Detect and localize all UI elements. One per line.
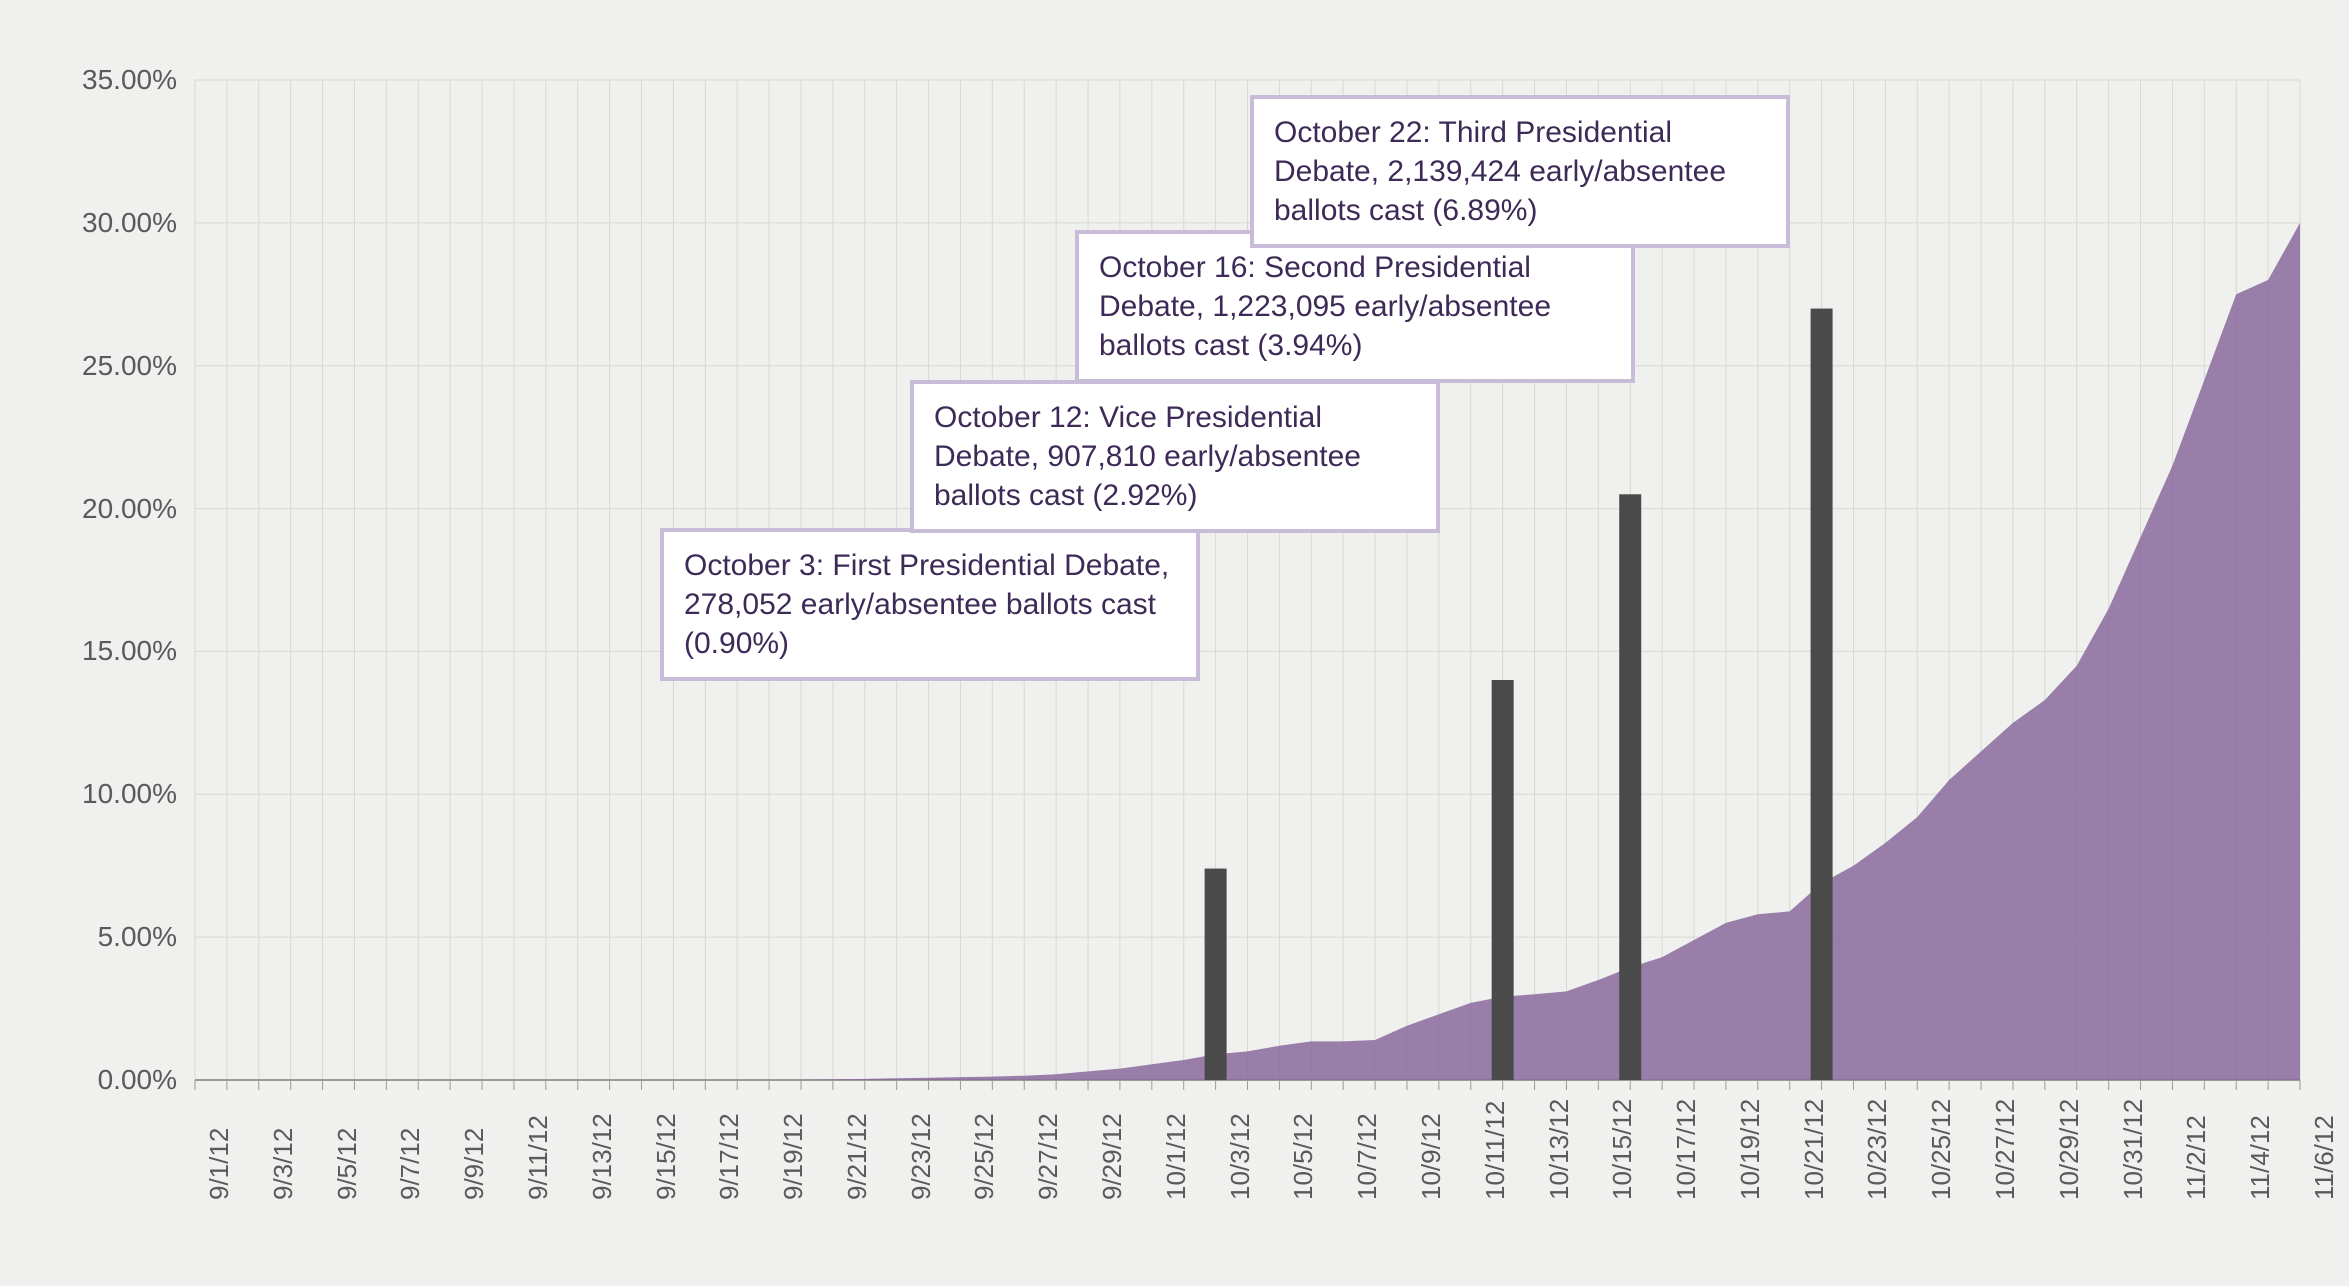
x-tick-label: 9/29/12 [1097, 1113, 1128, 1200]
y-tick-label: 25.00% [0, 350, 177, 382]
y-tick-label: 15.00% [0, 635, 177, 667]
x-tick-label: 10/23/12 [1862, 1099, 1893, 1200]
x-tick-label: 10/17/12 [1671, 1099, 1702, 1200]
x-tick-label: 10/27/12 [1990, 1099, 2021, 1200]
x-tick-label: 9/11/12 [523, 1115, 554, 1200]
x-tick-label: 11/2/12 [2181, 1115, 2212, 1200]
y-tick-label: 20.00% [0, 493, 177, 525]
x-tick-label: 10/31/12 [2118, 1099, 2149, 1200]
x-tick-label: 9/9/12 [459, 1128, 490, 1200]
x-tick-label: 11/6/12 [2309, 1115, 2340, 1200]
x-tick-label: 10/13/12 [1544, 1099, 1575, 1200]
x-tick-label: 9/27/12 [1033, 1113, 1064, 1200]
y-tick-label: 0.00% [0, 1064, 177, 1096]
chart-container: 0.00% 5.00% 10.00% 15.00% 20.00% 25.00% 30.00%… [0, 0, 2349, 1286]
x-tick-label: 9/23/12 [906, 1113, 937, 1200]
x-tick-label: 9/5/12 [332, 1128, 363, 1200]
x-tick-label: 10/5/12 [1288, 1113, 1319, 1200]
x-tick-label: 9/25/12 [969, 1113, 1000, 1200]
y-tick-label: 5.00% [0, 921, 177, 953]
y-tick-label: 10.00% [0, 778, 177, 810]
y-tick-label: 35.00% [0, 64, 177, 96]
x-tick-label: 10/9/12 [1416, 1113, 1447, 1200]
x-tick-label: 10/25/12 [1926, 1099, 1957, 1200]
x-tick-label: 10/21/12 [1799, 1099, 1830, 1200]
x-tick-label: 10/29/12 [2054, 1099, 2085, 1200]
y-tick-label: 30.00% [0, 207, 177, 239]
annotation-box: October 16: Second Presidential Debate, … [1075, 230, 1635, 383]
x-tick-label: 9/13/12 [587, 1113, 618, 1200]
x-tick-label: 9/15/12 [651, 1113, 682, 1200]
annotation-box: October 3: First Presidential Debate, 27… [660, 528, 1200, 681]
x-tick-label: 10/7/12 [1352, 1113, 1383, 1200]
x-tick-label: 10/11/12 [1480, 1101, 1511, 1200]
x-tick-label: 10/15/12 [1607, 1099, 1638, 1200]
x-tick-label: 9/19/12 [778, 1113, 809, 1200]
annotation-box: October 12: Vice Presidential Debate, 90… [910, 380, 1440, 533]
x-tick-label: 10/19/12 [1735, 1099, 1766, 1200]
x-tick-label: 11/4/12 [2245, 1115, 2276, 1200]
x-tick-label: 9/17/12 [714, 1113, 745, 1200]
x-tick-label: 9/7/12 [395, 1128, 426, 1200]
x-tick-label: 10/1/12 [1161, 1113, 1192, 1200]
x-tick-label: 10/3/12 [1225, 1113, 1256, 1200]
x-tick-label: 9/21/12 [842, 1113, 873, 1200]
x-tick-label: 9/1/12 [204, 1128, 235, 1200]
x-tick-label: 9/3/12 [268, 1128, 299, 1200]
annotation-box: October 22: Third Presidential Debate, 2… [1250, 95, 1790, 248]
